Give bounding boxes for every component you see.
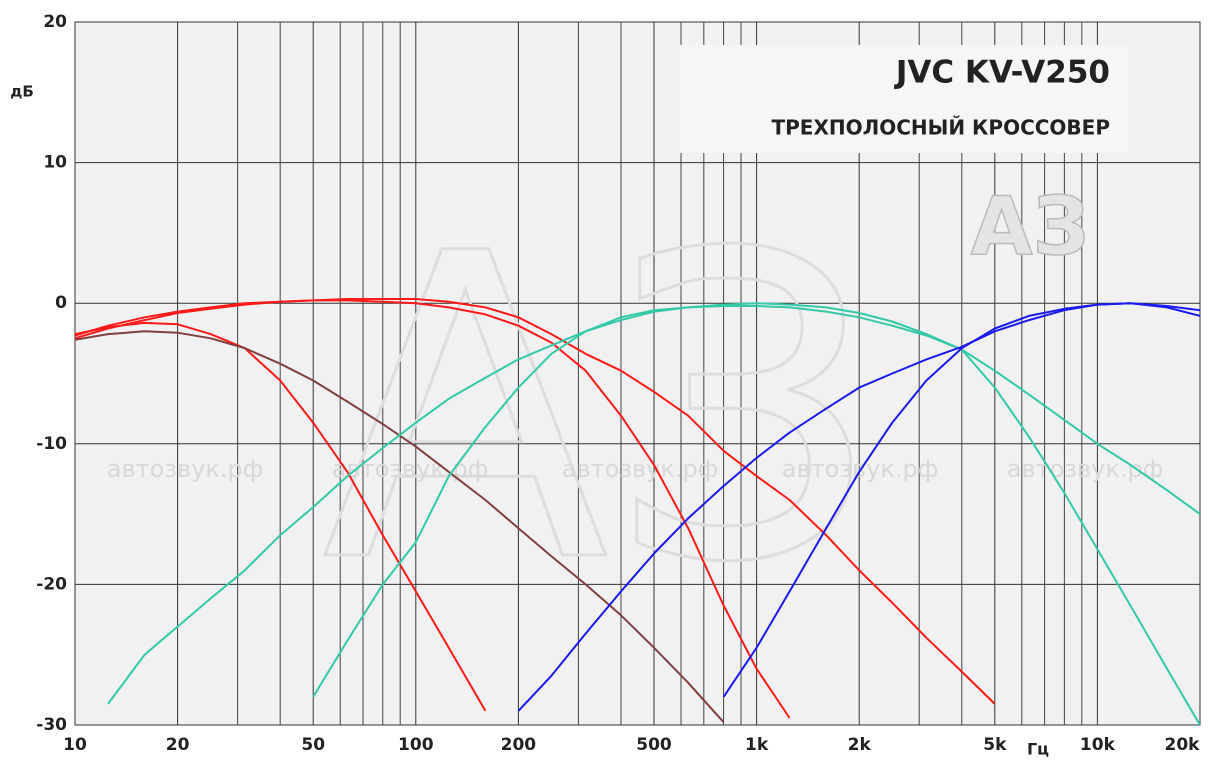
x-tick-label: 20k [1165,735,1201,755]
watermark: автозвук.рф [562,455,719,483]
y-axis-label: дБ [10,83,34,101]
x-tick-label: 20 [166,735,190,755]
series-line [75,321,487,712]
x-tick-label: 10 [63,735,87,755]
lines [75,298,1200,725]
y-tick-label: -20 [36,574,67,594]
x-tick-label: 10k [1080,735,1116,755]
series-line [312,305,1200,725]
x-tick-label: 200 [501,735,537,755]
watermark: автозвук.рф [107,455,264,483]
x-tick-label: 2k [848,735,872,755]
x-tick-label: 100 [398,735,434,755]
y-tick-label: 10 [43,153,67,173]
x-tick-label: 50 [301,735,325,755]
x-tick-label: 5k [983,735,1007,755]
x-tick-label: 1k [745,735,769,755]
grid [74,21,1201,726]
y-tick-label: -30 [36,715,67,735]
y-tick-label: 0 [55,293,67,313]
y-tick-label: -10 [36,434,67,454]
watermark: автозвук.рф [1007,455,1164,483]
series-line [722,302,1200,698]
series-line [75,299,791,719]
y-tick-label: 20 [43,12,67,32]
logo-watermark: АЗ [322,166,879,655]
chart-title: JVC KV-V250 [894,55,1110,91]
series-line [107,302,1200,705]
logo: АЗ [971,180,1090,273]
series-line [75,298,996,705]
title-box [680,45,1128,153]
x-tick-label: 500 [636,735,672,755]
chart-subtitle: ТРЕХПОЛОСНЫЙ КРОССОВЕР [771,116,1110,140]
x-axis-label: Гц [1027,740,1049,759]
